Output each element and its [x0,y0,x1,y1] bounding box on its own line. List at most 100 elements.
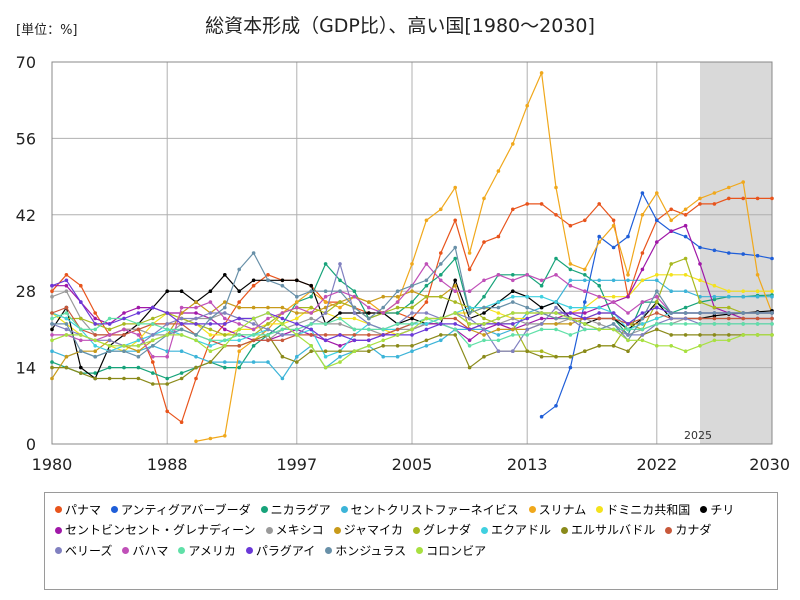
data-point [79,365,83,370]
data-point [295,305,299,310]
data-point [410,311,414,315]
data-point [467,316,472,321]
data-point [194,338,198,343]
data-point [367,322,371,326]
data-point [640,322,645,326]
data-point [496,234,501,239]
data-point [323,289,328,294]
legend-marker [412,526,420,534]
data-point [93,376,97,381]
data-point [338,333,342,337]
data-point [237,333,241,337]
data-point [424,300,429,304]
data-point [626,234,630,239]
data-point [280,278,285,283]
series-18 [50,245,774,359]
data-point [309,344,314,348]
data-point [554,404,558,408]
legend-marker [260,506,268,513]
data-point [151,322,155,326]
data-point [611,223,616,228]
data-point [467,365,472,370]
data-point [597,344,601,348]
data-point [410,316,414,321]
legend-label: ホンジュラス [335,543,407,558]
data-point [467,311,472,315]
data-point [626,327,630,332]
data-point [208,333,213,337]
data-point [467,251,472,255]
data-point [64,354,69,359]
data-point [165,289,169,294]
data-point [79,327,83,332]
legend-label: チリ [710,502,735,517]
y-tick-label: 42 [16,206,36,225]
data-point [266,333,270,337]
data-point [79,316,83,321]
data-point [424,278,429,283]
data-point [381,305,386,310]
legend-label: スリナム [538,502,587,517]
legend-marker [416,547,424,554]
data-point [136,354,141,359]
data-point [280,316,285,321]
data-point [395,311,400,315]
data-point [424,316,429,321]
data-point [640,267,645,272]
data-point [194,322,198,326]
data-point [611,300,616,304]
data-point [352,333,357,337]
data-point [453,311,458,315]
data-point [640,327,645,332]
data-point [237,300,241,304]
data-point [79,283,83,288]
data-point [439,333,443,337]
data-point [266,327,270,332]
data-point [165,322,169,326]
data-point [251,251,256,255]
data-point [698,202,702,206]
data-point [237,322,241,326]
data-point [611,344,616,348]
data-point [151,338,155,343]
data-point [453,300,458,304]
data-point [208,311,213,315]
data-point [266,316,270,321]
legend-label: アンティグアバーブーダ [121,502,251,517]
data-point [597,234,601,239]
data-point [626,273,630,277]
y-tick-label: 70 [16,53,36,72]
data-point [107,316,112,321]
data-point [655,316,659,321]
data-point [107,333,112,337]
data-point [655,278,659,283]
legend-item: セントビンセント・グレナディーン [55,520,256,540]
legend-label: バハマ [132,543,169,558]
data-point [482,354,486,359]
data-point [395,322,400,326]
data-point [539,294,544,299]
data-point [496,273,501,277]
data-point [712,248,717,253]
data-point [712,294,717,299]
data-point [395,300,400,304]
data-point [223,300,227,304]
data-point [669,207,673,212]
data-point [511,322,515,326]
data-point [165,333,169,337]
data-point [352,305,357,310]
data-point [223,322,227,326]
data-point [755,289,760,294]
data-point [280,333,285,337]
data-point [439,338,443,343]
data-point [367,333,371,337]
data-point [223,344,227,348]
data-point [669,229,673,233]
data-point [640,278,645,283]
data-point [568,316,573,321]
data-point [64,305,69,310]
data-point [93,311,97,315]
data-point [280,354,285,359]
data-point [683,273,688,277]
data-point [251,360,256,364]
